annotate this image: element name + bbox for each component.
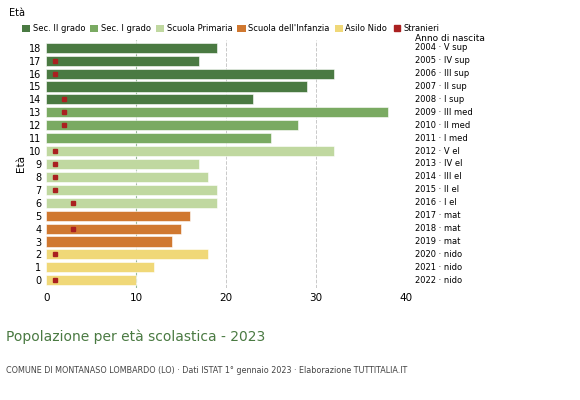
Bar: [46, 185, 217, 195]
Bar: [46, 146, 334, 156]
Text: 2011 · I med: 2011 · I med: [415, 134, 467, 143]
Text: Popolazione per età scolastica - 2023: Popolazione per età scolastica - 2023: [6, 330, 265, 344]
Text: 2007 · II sup: 2007 · II sup: [415, 82, 466, 91]
Bar: [46, 236, 172, 246]
Text: 2020 · nido: 2020 · nido: [415, 250, 462, 259]
Text: 2016 · I el: 2016 · I el: [415, 198, 456, 207]
Y-axis label: Età: Età: [16, 156, 26, 172]
Text: 2005 · IV sup: 2005 · IV sup: [415, 56, 470, 65]
Text: 2022 · nido: 2022 · nido: [415, 276, 462, 285]
Bar: [46, 133, 271, 143]
Bar: [46, 249, 208, 260]
Text: 2006 · III sup: 2006 · III sup: [415, 69, 469, 78]
Text: 2004 · V sup: 2004 · V sup: [415, 43, 467, 52]
Bar: [46, 107, 388, 117]
Text: 2013 · IV el: 2013 · IV el: [415, 160, 462, 168]
Text: 2015 · II el: 2015 · II el: [415, 185, 459, 194]
Bar: [46, 262, 154, 272]
Text: 2019 · mat: 2019 · mat: [415, 237, 460, 246]
Text: Età: Età: [9, 8, 25, 18]
Bar: [46, 120, 298, 130]
Text: 2010 · II med: 2010 · II med: [415, 121, 470, 130]
Legend: Sec. II grado, Sec. I grado, Scuola Primaria, Scuola dell'Infanzia, Asilo Nido, : Sec. II grado, Sec. I grado, Scuola Prim…: [22, 24, 439, 33]
Bar: [46, 68, 334, 79]
Text: 2018 · mat: 2018 · mat: [415, 224, 460, 233]
Bar: [46, 43, 217, 53]
Bar: [46, 56, 200, 66]
Text: COMUNE DI MONTANASO LOMBARDO (LO) · Dati ISTAT 1° gennaio 2023 · Elaborazione TU: COMUNE DI MONTANASO LOMBARDO (LO) · Dati…: [6, 366, 407, 375]
Bar: [46, 82, 307, 92]
Text: 2017 · mat: 2017 · mat: [415, 211, 460, 220]
Text: 2012 · V el: 2012 · V el: [415, 146, 459, 156]
Bar: [46, 224, 181, 234]
Text: 2014 · III el: 2014 · III el: [415, 172, 461, 182]
Text: 2021 · nido: 2021 · nido: [415, 263, 462, 272]
Bar: [46, 275, 136, 285]
Bar: [46, 159, 200, 169]
Bar: [46, 211, 190, 221]
Bar: [46, 198, 217, 208]
Bar: [46, 94, 253, 104]
Text: 2009 · III med: 2009 · III med: [415, 108, 473, 117]
Bar: [46, 172, 208, 182]
Text: 2008 · I sup: 2008 · I sup: [415, 95, 464, 104]
Text: Anno di nascita: Anno di nascita: [415, 34, 484, 43]
